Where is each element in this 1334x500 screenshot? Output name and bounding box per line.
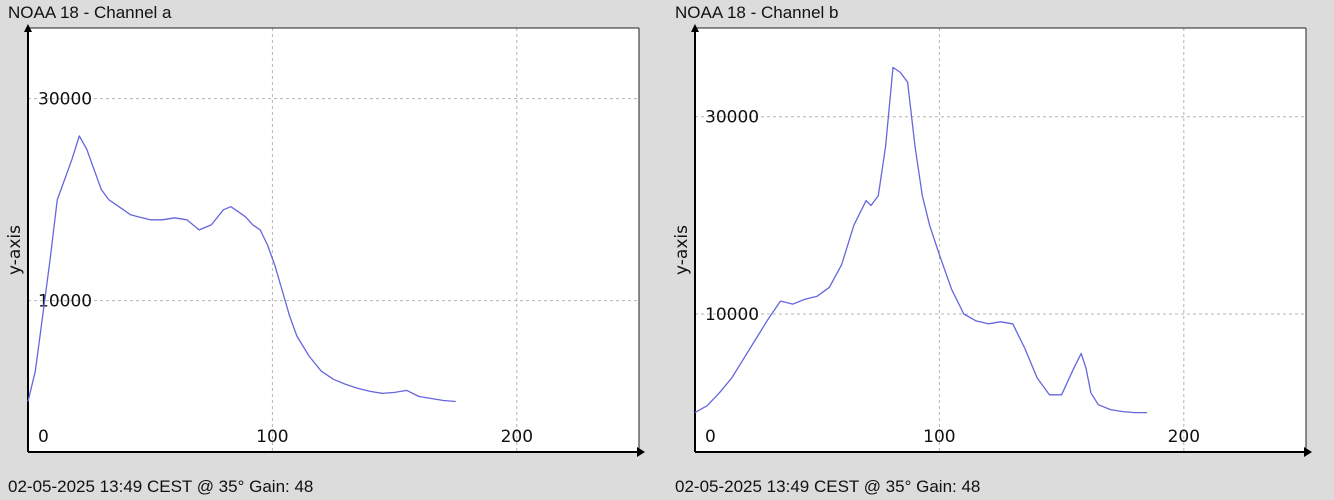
y-axis-arrow (691, 24, 699, 32)
line-chart-channel-a: 0 100 200 10000 30000 y-axis (5, 24, 645, 457)
series-line (27, 135, 456, 403)
chart-title: NOAA 18 - Channel b (675, 3, 839, 22)
x-tick-label: 0 (705, 427, 716, 447)
y-tick-label: 30000 (38, 90, 92, 110)
y-tick-label: 10000 (705, 305, 759, 325)
x-tick-label: 200 (501, 427, 533, 447)
series-line (694, 66, 1148, 414)
x-tick-label: 0 (38, 427, 49, 447)
plot-area (28, 28, 639, 452)
plot-area (695, 28, 1306, 452)
chart-footer: 02-05-2025 13:49 CEST @ 35° Gain: 48 (8, 477, 314, 496)
chart-panel-channel-b: NOAA 18 - Channel b 0 100 200 10000 30000 y-a… (667, 0, 1312, 500)
y-tick-label: 10000 (38, 292, 92, 312)
chart-title: NOAA 18 - Channel a (8, 3, 172, 22)
chart-panel-channel-a: NOAA 18 - Channel a 0 100 200 10000 30000 y-a… (0, 0, 645, 500)
x-tick-label: 100 (923, 427, 955, 447)
y-tick-label: 30000 (705, 108, 759, 128)
y-axis-arrow (24, 24, 32, 32)
y-axis-label: y-axis (672, 225, 692, 275)
chart-footer: 02-05-2025 13:49 CEST @ 35° Gain: 48 (675, 477, 981, 496)
x-axis-arrow (1304, 447, 1312, 457)
x-axis-arrow (637, 447, 645, 457)
y-axis-label: y-axis (5, 225, 25, 275)
x-tick-label: 100 (256, 427, 288, 447)
line-chart-channel-b: 0 100 200 10000 30000 y-axis (672, 24, 1312, 457)
x-tick-label: 200 (1168, 427, 1200, 447)
